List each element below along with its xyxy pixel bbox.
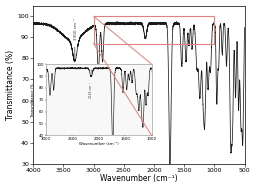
X-axis label: Wavenumber (cm⁻¹): Wavenumber (cm⁻¹)	[100, 174, 178, 184]
Text: 3300 cm⁻¹: 3300 cm⁻¹	[74, 18, 78, 40]
Y-axis label: Transmittance (%): Transmittance (%)	[6, 50, 15, 120]
Bar	[93, 16, 215, 43]
